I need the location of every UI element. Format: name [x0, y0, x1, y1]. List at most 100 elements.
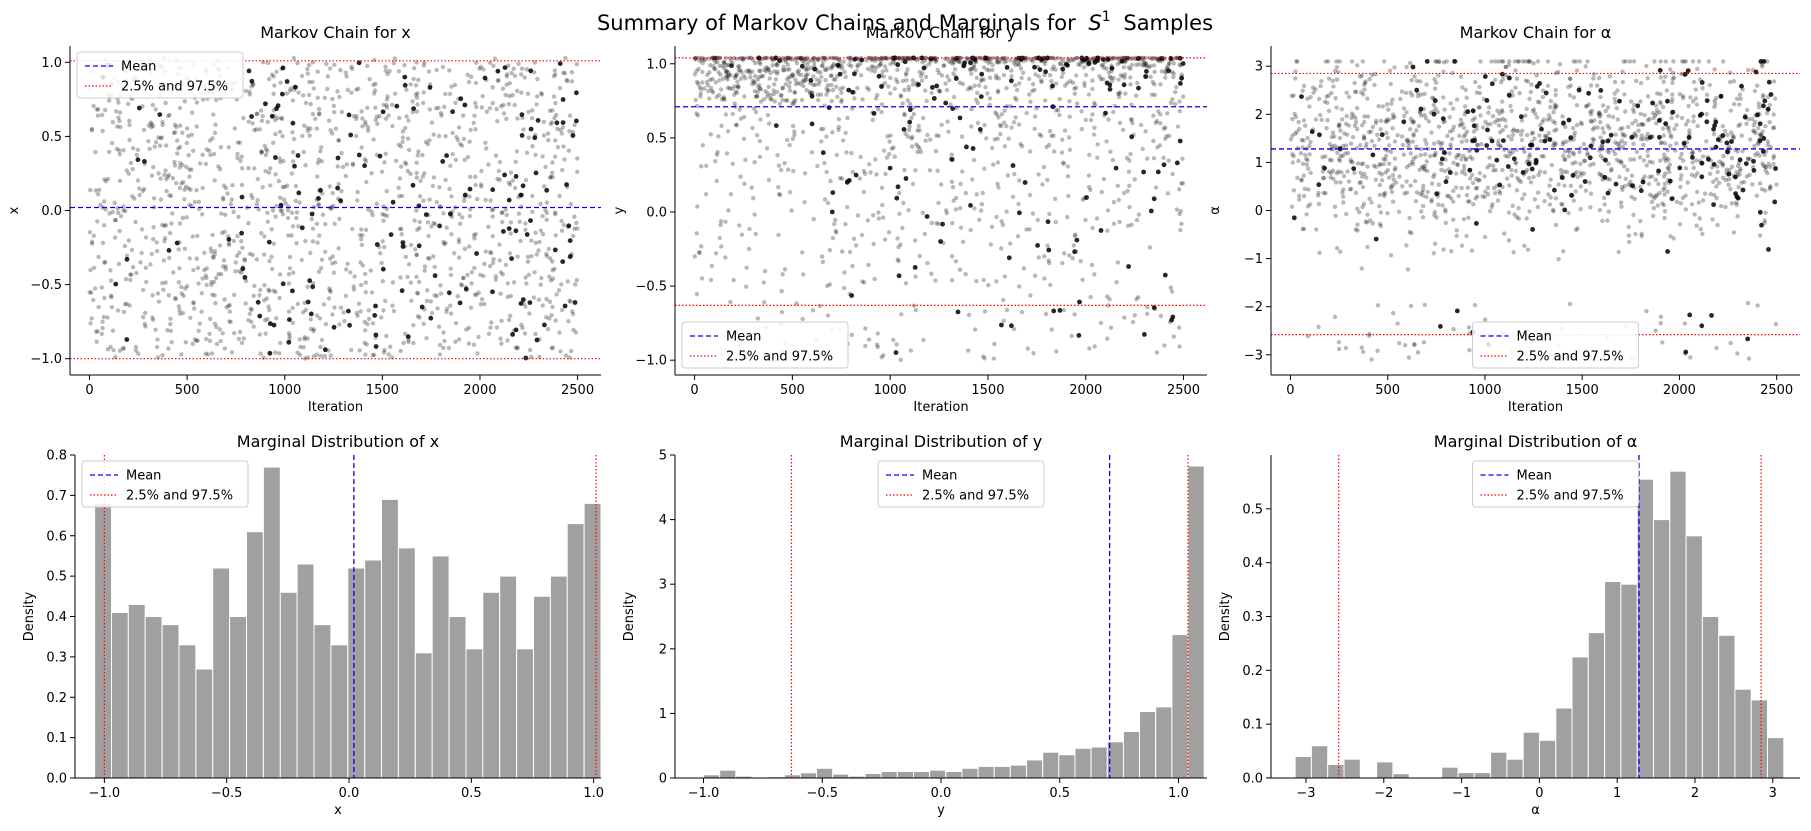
chain-point — [1774, 182, 1779, 187]
chain-point — [259, 149, 265, 154]
chain-point — [177, 105, 183, 111]
chain-point — [921, 115, 926, 121]
chain-point — [1295, 175, 1300, 180]
chain-point — [1296, 119, 1301, 125]
chain-point — [1691, 165, 1697, 170]
chain-point — [1649, 199, 1655, 205]
chain-point — [1307, 104, 1312, 109]
chain-point — [332, 221, 337, 226]
chain-point — [1660, 104, 1666, 110]
chain-point — [1116, 197, 1122, 203]
chain-point — [1384, 130, 1389, 136]
chain-point — [950, 220, 955, 226]
chain-point — [1158, 112, 1163, 117]
chain-point — [974, 192, 979, 197]
chain-point — [409, 242, 414, 248]
chain-point — [1043, 69, 1048, 75]
chain-point — [194, 124, 199, 129]
chain-point — [1143, 62, 1148, 67]
chain-point — [969, 124, 974, 129]
chain-point — [509, 70, 514, 76]
chain-point — [886, 84, 891, 89]
chain-point — [530, 108, 535, 113]
chain-point — [1433, 59, 1438, 64]
chain-point — [1728, 108, 1734, 113]
chain-point — [1714, 177, 1719, 182]
chain-point — [406, 262, 412, 267]
chain-point — [266, 304, 271, 309]
chain-point — [694, 103, 700, 109]
chain-point — [1400, 184, 1405, 189]
chain-point — [1751, 158, 1756, 164]
chain-point — [1401, 106, 1407, 111]
chain-point — [337, 94, 342, 100]
chain-point — [280, 212, 286, 217]
chain-point — [420, 152, 425, 158]
chain-point — [787, 67, 792, 72]
chain-point — [1613, 140, 1618, 145]
chain-point — [1328, 170, 1334, 176]
chain-point — [167, 255, 172, 261]
chain-point — [714, 94, 719, 100]
chain-point — [992, 137, 997, 142]
chain-point — [744, 69, 749, 74]
chain-point — [1390, 112, 1396, 117]
chain-point — [515, 345, 520, 350]
chain-point — [713, 159, 718, 164]
chain-point — [787, 142, 792, 148]
chain-point — [293, 84, 298, 90]
chain-point — [1334, 77, 1340, 82]
chain-point — [1045, 55, 1051, 61]
chain-point — [917, 69, 922, 75]
chain-point — [1068, 79, 1073, 84]
chain-point — [289, 210, 295, 215]
chain-point — [223, 212, 228, 217]
chain-point — [1163, 136, 1168, 141]
chain-point — [286, 309, 292, 314]
chain-point — [1626, 182, 1631, 187]
chain-point — [1098, 77, 1104, 82]
histogram-bar — [448, 616, 467, 778]
chain-point — [1724, 140, 1730, 146]
chain-point — [1547, 137, 1553, 142]
chain-point — [758, 61, 763, 67]
chain-point — [1699, 80, 1705, 85]
chain-point — [347, 322, 352, 328]
chain-point — [1661, 133, 1666, 138]
chain-point — [1412, 341, 1417, 347]
chain-point — [1415, 94, 1421, 99]
chain-point — [829, 64, 834, 70]
chain-point — [874, 342, 880, 347]
chain-point — [177, 123, 183, 128]
chain-point — [550, 170, 555, 175]
chain-point — [1355, 222, 1360, 227]
chain-point — [1632, 102, 1637, 108]
chain-point — [1077, 62, 1083, 68]
chain-point — [1316, 201, 1322, 207]
chain-point — [1433, 106, 1438, 112]
chain-point — [434, 67, 439, 73]
chain-point — [981, 354, 986, 359]
chain-point — [408, 280, 414, 285]
histogram-bar — [347, 567, 366, 778]
chain-point — [1073, 85, 1079, 90]
x-tick-label: 1.0 — [583, 786, 604, 801]
chain-point — [1543, 90, 1549, 96]
chain-point — [948, 60, 953, 65]
chain-point — [1750, 116, 1755, 122]
chain-point — [1387, 143, 1392, 148]
chain-point — [717, 63, 722, 68]
chain-point — [1509, 137, 1514, 142]
chain-point — [1578, 184, 1584, 189]
legend-box — [76, 51, 244, 99]
chain-point — [1367, 331, 1372, 337]
chain-point — [423, 139, 429, 145]
chain-point — [800, 316, 805, 322]
chain-point — [328, 128, 333, 133]
chain-point — [981, 65, 987, 70]
chain-point — [416, 149, 421, 154]
chain-point — [1695, 123, 1700, 129]
chain-point — [280, 134, 285, 139]
chain-point — [1010, 194, 1016, 199]
chain-point — [1488, 121, 1493, 127]
